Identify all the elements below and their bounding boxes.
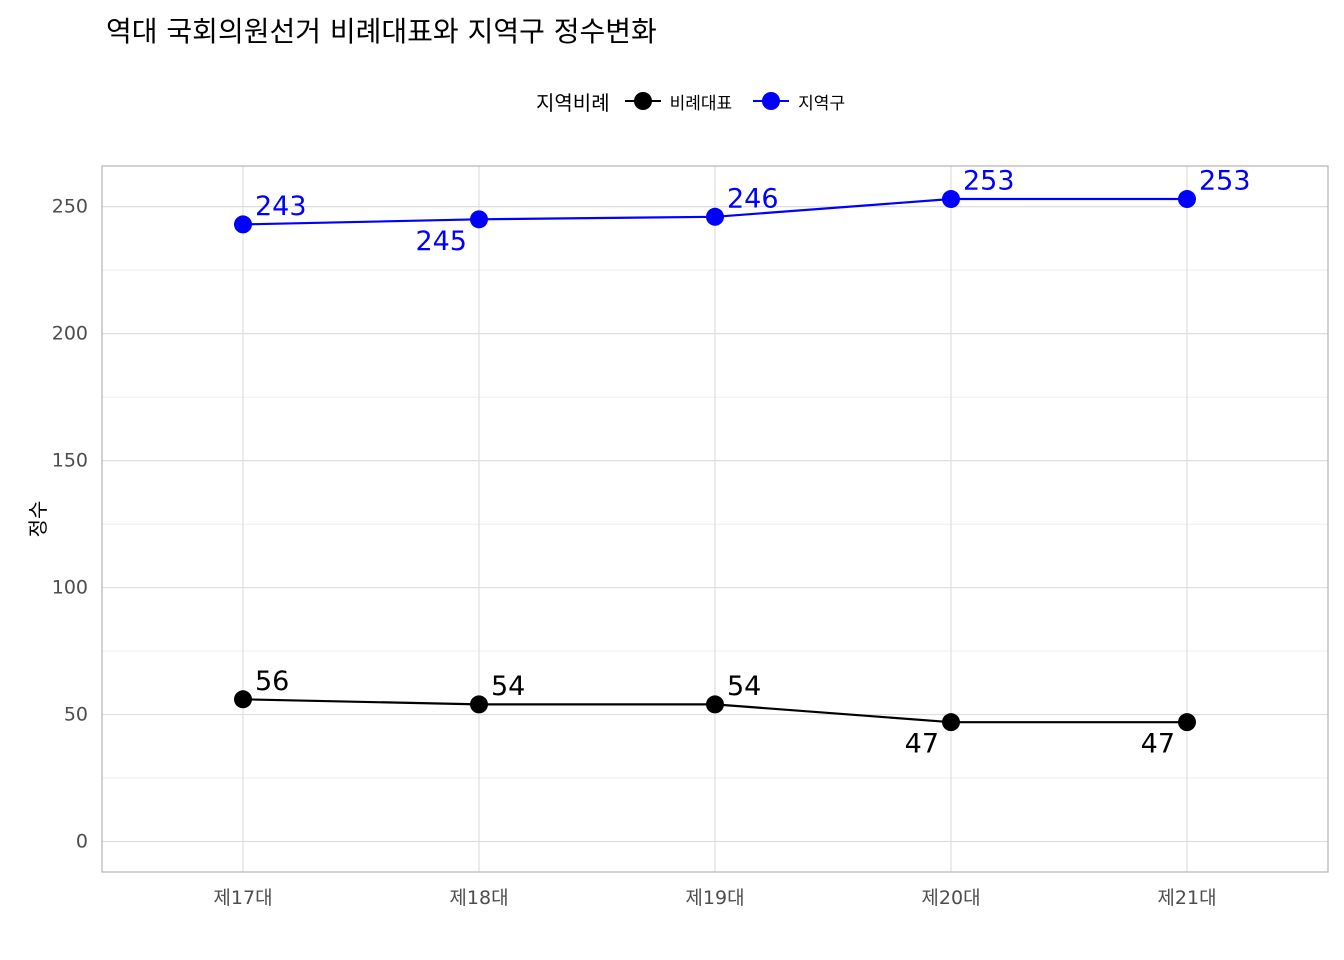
x-tick-label: 제19대 [685,887,744,909]
legend-symbol-bilyeo [624,92,661,110]
data-point [1178,713,1196,732]
x-tick-label: 제17대 [213,887,272,909]
data-label: 246 [727,183,779,214]
y-axis-title: 정수 [26,501,50,538]
x-tick-label: 제18대 [449,887,508,909]
y-tick-label: 50 [64,704,88,726]
legend-symbol-jiyeok [753,92,790,110]
legend-label-jiyeok: 지역구 [798,93,846,114]
y-tick-label: 200 [52,323,88,345]
legend: 지역비례 비례대표 지역구 [536,86,865,116]
legend-key-bilyeo [624,89,662,113]
legend-label-bilyeo: 비례대표 [669,93,733,114]
x-tick-label: 제20대 [921,887,980,909]
data-point [942,713,960,732]
panel-border [101,165,1329,873]
series-layer [234,190,1196,732]
y-tick-label: 250 [52,196,88,218]
data-point [706,695,724,714]
chart-title: 역대 국회의원선거 비례대표와 지역구 정수변화 [106,15,657,48]
data-point [942,190,960,209]
data-label: 54 [491,671,525,702]
legend-key-jiyeok [752,89,790,113]
data-label: 245 [415,226,467,257]
data-label: 54 [727,671,761,702]
axis-labels: 0 50 100 150 200 250 제17대 제18대 제19대 제20대 제21대 [52,196,1217,909]
data-label: 56 [255,666,289,697]
data-labels: 56 54 54 47 47 243 245 246 253 253 [255,166,1251,760]
y-tick-label: 150 [52,450,88,472]
data-label: 47 [905,729,939,760]
data-point [470,210,488,229]
legend-title: 지역비례 [536,90,610,115]
grid-lines [102,166,1328,872]
data-point [706,207,724,226]
y-tick-label: 100 [52,577,88,599]
data-point [234,690,252,709]
data-label: 47 [1141,729,1175,760]
x-tick-label: 제21대 [1157,887,1216,909]
data-label: 253 [963,166,1015,197]
data-label: 253 [1199,166,1251,197]
y-tick-label: 0 [76,831,88,853]
data-point [1178,190,1196,209]
data-point [470,695,488,714]
data-label: 243 [255,191,307,222]
data-point [234,215,252,234]
